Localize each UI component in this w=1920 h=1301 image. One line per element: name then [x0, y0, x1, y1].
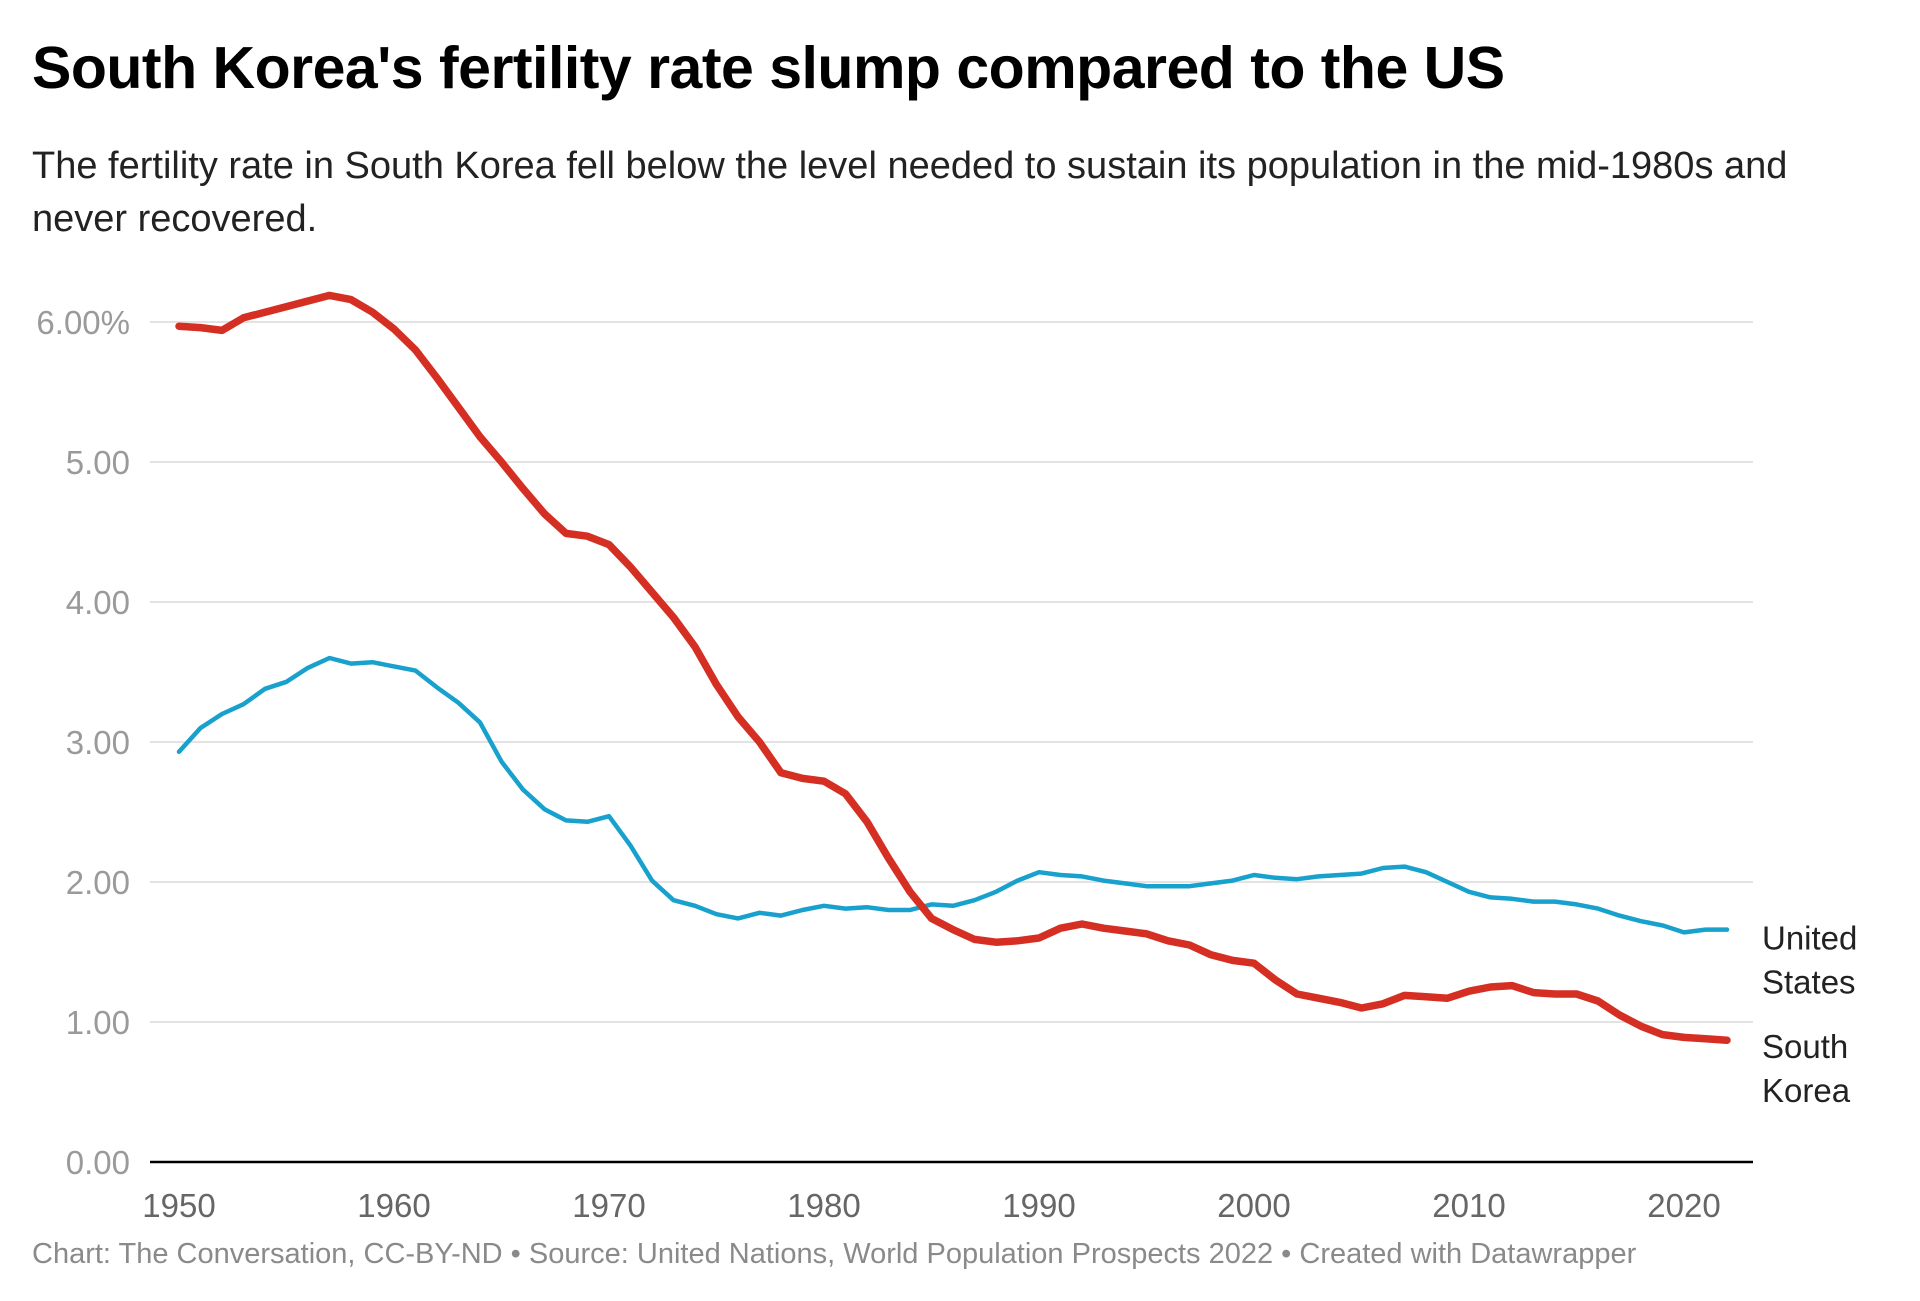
y-tick-label: 3.00 [66, 724, 130, 761]
series-label: Korea [1762, 1072, 1851, 1109]
x-tick-label: 1950 [142, 1187, 215, 1224]
y-tick-label: 4.00 [66, 584, 130, 621]
x-tick-label: 2010 [1432, 1187, 1505, 1224]
x-tick-label: 1970 [572, 1187, 645, 1224]
x-tick-label: 1990 [1002, 1187, 1075, 1224]
y-tick-label: 6.00% [36, 304, 130, 341]
series-line-united-states [176, 655, 1730, 935]
x-tick-label: 2020 [1647, 1187, 1720, 1224]
series-label: South [1762, 1028, 1848, 1065]
chart-footer: Chart: The Conversation, CC-BY-ND • Sour… [32, 1238, 1637, 1270]
series-label: United [1762, 920, 1857, 957]
y-tick-label: 2.00 [66, 864, 130, 901]
y-tick-label: 5.00 [66, 444, 130, 481]
chart-title: South Korea's fertility rate slump compa… [32, 35, 1505, 101]
y-tick-label: 0.00 [66, 1144, 130, 1181]
x-axis: 1950 1960 1970 1980 1990 2000 2010 2020 [142, 1160, 1753, 1224]
x-tick-label: 2000 [1217, 1187, 1290, 1224]
series-line-south-korea [175, 291, 1731, 1044]
x-tick-label: 1960 [357, 1187, 430, 1224]
y-axis: 0.00 1.00 2.00 3.00 4.00 5.00 6.00% [36, 304, 130, 1181]
gridlines [150, 321, 1753, 1023]
series-lines [175, 291, 1731, 1044]
y-tick-label: 1.00 [66, 1004, 130, 1041]
series-labels: United States South Korea [1762, 920, 1857, 1110]
chart-subtitle: The fertility rate in South Korea fell b… [32, 145, 1788, 240]
x-tick-label: 1980 [787, 1187, 860, 1224]
series-label: States [1762, 964, 1856, 1001]
